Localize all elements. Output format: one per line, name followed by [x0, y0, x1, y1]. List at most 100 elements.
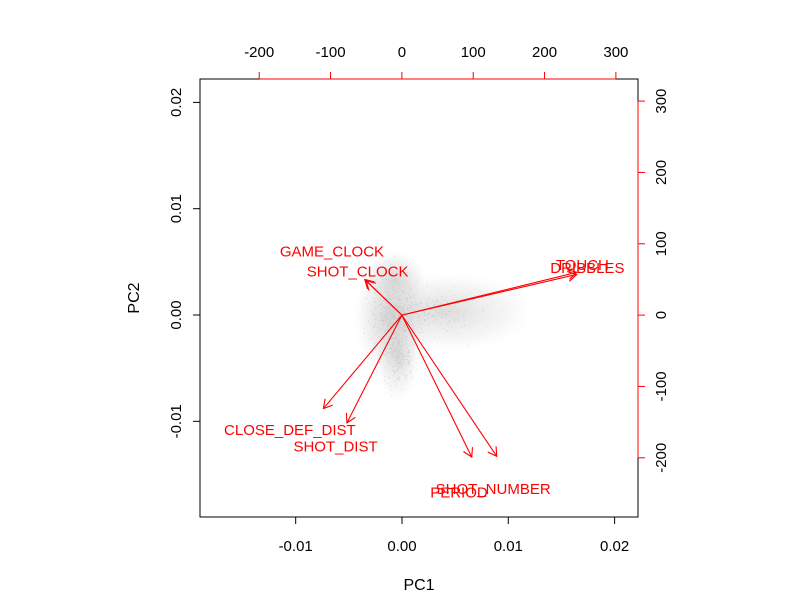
left-tick-label: 0.01	[168, 194, 185, 223]
observation-point	[404, 314, 406, 316]
observation-point	[406, 301, 408, 302]
observation-point	[427, 325, 429, 326]
arrow-shaft	[401, 314, 473, 458]
observation-point	[418, 306, 420, 308]
observation-point	[403, 335, 405, 337]
observation-point	[445, 313, 447, 315]
observation-point	[407, 347, 408, 349]
observation-point	[385, 314, 387, 316]
observation-point	[395, 357, 397, 359]
observation-point	[387, 376, 389, 378]
observation-point	[388, 298, 390, 300]
observation-point	[396, 322, 398, 323]
observation-point	[419, 324, 421, 326]
observation-point	[389, 348, 391, 349]
observation-point	[418, 327, 420, 328]
observation-point	[388, 362, 390, 364]
observation-point	[398, 285, 400, 287]
observation-point	[390, 322, 392, 324]
observation-point	[387, 323, 389, 325]
right-tick-label: 100	[653, 231, 670, 256]
observation-point	[388, 296, 390, 298]
observation-point	[386, 317, 388, 319]
observation-point	[429, 307, 431, 309]
arrow-shaft	[401, 273, 577, 316]
observation-point	[412, 305, 414, 306]
observation-point	[419, 332, 421, 334]
observation-point	[416, 321, 418, 323]
observation-point	[404, 331, 406, 332]
observation-point	[471, 300, 473, 302]
observation-point	[422, 323, 423, 325]
observation-point	[380, 304, 382, 306]
observation-point	[397, 327, 399, 329]
observation-point	[383, 306, 385, 308]
observation-point	[489, 297, 491, 299]
loading-label-shot-clock: SHOT_CLOCK	[307, 264, 409, 281]
observation-point	[365, 298, 367, 299]
observation-point	[431, 315, 432, 317]
observation-point	[388, 307, 390, 309]
observation-point	[390, 395, 392, 397]
observation-point	[392, 289, 394, 290]
bottom-tick-label: 0.02	[600, 538, 629, 555]
observation-point	[469, 314, 471, 316]
observation-point	[388, 343, 390, 345]
observation-point	[402, 363, 403, 365]
loading-arrow-period	[401, 314, 473, 459]
observation-point	[464, 325, 465, 327]
observation-point	[392, 375, 394, 377]
observation-point	[410, 288, 412, 290]
observation-point	[395, 365, 397, 367]
observation-point	[395, 337, 397, 338]
observation-point	[410, 307, 412, 309]
observation-point	[381, 313, 383, 315]
observation-point	[428, 313, 430, 315]
observation-point	[413, 296, 415, 298]
observation-point	[397, 290, 399, 292]
observation-point	[456, 332, 458, 334]
observation-point	[388, 337, 390, 339]
observation-point	[400, 327, 402, 329]
observation-point	[387, 304, 389, 306]
observation-point	[394, 380, 396, 382]
observation-point	[423, 311, 425, 313]
observation-point	[406, 297, 408, 298]
observation-point	[385, 310, 387, 311]
observation-point	[427, 297, 429, 299]
observation-point	[390, 309, 392, 311]
observation-point	[386, 295, 388, 297]
observation-point	[399, 327, 401, 329]
observation-point	[389, 377, 391, 379]
observation-point	[414, 297, 416, 299]
observation-point	[398, 266, 400, 268]
observation-point	[432, 300, 434, 302]
observation-point	[402, 331, 403, 333]
loading-arrow-shot-number	[401, 314, 498, 458]
observation-point	[424, 311, 426, 313]
observation-point	[396, 377, 398, 379]
observation-point	[410, 336, 412, 338]
observation-point	[426, 303, 428, 305]
observation-point	[397, 370, 399, 372]
observation-point	[388, 328, 389, 330]
observation-point	[408, 362, 410, 364]
observation-point	[374, 334, 376, 336]
observation-point	[393, 337, 394, 339]
observation-point	[394, 372, 396, 374]
observation-point	[401, 353, 403, 355]
top-tick-label: -100	[316, 44, 346, 61]
observation-point	[380, 321, 382, 322]
observation-point	[403, 308, 405, 310]
observation-point	[485, 326, 487, 328]
observation-point	[397, 344, 399, 346]
bottom-axis: -0.01 0.00 0.01 0.02	[279, 516, 629, 555]
observation-point	[408, 285, 410, 287]
observation-point	[450, 327, 452, 329]
observation-point	[386, 306, 388, 308]
loading-label-dribbles: DRIBBLES	[550, 260, 624, 277]
observation-point	[388, 306, 390, 308]
observation-point	[454, 319, 456, 321]
observation-point	[380, 318, 382, 319]
